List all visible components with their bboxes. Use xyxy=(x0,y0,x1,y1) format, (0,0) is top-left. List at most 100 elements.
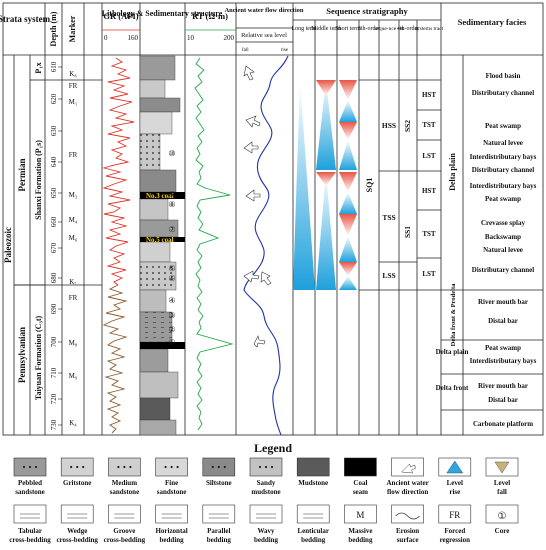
lithology-layer xyxy=(139,348,169,373)
header-sequence: Sequence stratigraphy xyxy=(326,6,408,16)
middle-term-fall xyxy=(316,80,336,186)
header-third-order: 3th-order xyxy=(358,26,380,32)
gr-scale-max: 160 xyxy=(128,34,139,42)
core-icon: ① xyxy=(498,511,507,522)
marker-label: FR xyxy=(69,294,78,302)
depth-tick-label: 690 xyxy=(50,303,58,314)
header-lithology: Lithology & Sedimentary structure xyxy=(102,9,223,18)
legend-swatch xyxy=(485,504,519,524)
legend-dot xyxy=(223,465,226,469)
subfacies-label: River mouth bar xyxy=(478,382,528,390)
legend-dot xyxy=(22,465,26,469)
legend-swatch xyxy=(296,457,330,477)
rt-scale-min: 10 xyxy=(187,34,195,42)
sequence-ss1: SS1 xyxy=(403,226,412,238)
lithology-layer xyxy=(139,79,166,99)
legend-dot xyxy=(117,465,120,469)
sequence-sq1: SQ1 xyxy=(365,178,374,193)
core-marker: ⑦ xyxy=(168,225,175,234)
legend-swatch xyxy=(344,457,377,477)
legend-label: Coal xyxy=(353,479,367,487)
legend-dot xyxy=(28,465,32,469)
legend-dot xyxy=(164,465,167,469)
subfacies-label: Interdistributary bays xyxy=(470,153,537,161)
depth-tick-label: 620 xyxy=(50,93,58,104)
header-strata-system: Strata system xyxy=(0,14,51,24)
strata-pennsylvanian: Pennsylvanian xyxy=(17,327,27,383)
facies-dividers xyxy=(441,55,543,435)
flow-direction-icon xyxy=(401,463,416,474)
legend-label: Fine xyxy=(165,479,178,487)
legend-label: Tabular xyxy=(18,527,42,535)
sea-level-fall: fall xyxy=(242,48,249,53)
legend-label: seam xyxy=(353,488,368,496)
header-flow: Ancient water flow direction xyxy=(224,7,303,14)
depth-tick-label: 660 xyxy=(50,216,58,227)
core-markers: ⑩ ⑨⑧ ⑦ ⑥⑤ ④ ③ ② ① xyxy=(168,149,175,347)
legend-label: Horizontal xyxy=(155,527,187,535)
core-marker: ① xyxy=(168,338,175,347)
tract-hst-1: HST xyxy=(422,91,436,99)
lithology-layer xyxy=(139,311,173,343)
sequence-ss2: SS2 xyxy=(403,120,412,132)
subfacies-label: River mouth bar xyxy=(478,298,528,306)
subfacies-label: Flood basin xyxy=(486,72,521,80)
depth-tick-label: 700 xyxy=(50,336,58,347)
legend-swatch xyxy=(438,504,472,524)
legend-label: flow direction xyxy=(387,488,428,496)
legend-label: Mudstone xyxy=(298,479,328,487)
subfacies-label: Distal bar xyxy=(488,396,518,404)
legend-label: Gritstone xyxy=(63,479,91,487)
lithology-layer xyxy=(139,111,173,135)
lithology-layer xyxy=(139,133,161,171)
marker-label: K₈ xyxy=(69,70,77,78)
rt-scale-max: 200 xyxy=(224,34,235,42)
legend-label: Forced xyxy=(444,527,465,535)
legend-dot xyxy=(82,465,85,469)
legend-label: Level xyxy=(447,479,463,487)
subfacies-label: Distributary channel xyxy=(472,166,534,174)
coal-seams xyxy=(140,192,185,349)
depth-tick-label: 710 xyxy=(50,367,58,378)
lithology-layer xyxy=(139,55,176,81)
legend-label: Ancient water xyxy=(387,479,429,487)
legend-title: Legend xyxy=(254,441,292,455)
depth-tick-label: 720 xyxy=(50,393,58,404)
marker-label: M₉ xyxy=(69,372,78,380)
sequence-lss: LSS xyxy=(382,271,395,280)
legend-label: sandstone xyxy=(15,488,45,496)
subfacies-labels: Flood basin Distributary channel Peat swam… xyxy=(470,72,537,428)
table-frame xyxy=(2,2,544,436)
marker-label: K₇ xyxy=(69,278,77,286)
legend-label: Pebbled xyxy=(18,479,42,487)
strata-taiyuan: Taiyuan Formation (C₃t) xyxy=(34,316,43,401)
sequence-tss: TSS xyxy=(382,213,395,222)
depth-ticks: 610 620 630 640 650 660 670 680 690 700 710 720 730 xyxy=(50,61,62,430)
header-sea-level: Relative sea level xyxy=(241,32,287,39)
legend-label: Erosion xyxy=(396,527,419,535)
lithology-layer xyxy=(139,289,167,313)
legend-dot xyxy=(211,465,214,469)
legend-label: Sandy xyxy=(257,479,276,487)
tract-tst-1: TST xyxy=(422,121,436,129)
legend-label: surface xyxy=(397,536,419,544)
legend-label: bedding xyxy=(207,536,232,544)
depth-tick-label: 650 xyxy=(50,187,58,198)
subfacies-label: Interdistributary bays xyxy=(470,182,537,190)
legend-label: Core xyxy=(495,527,510,535)
subfacies-label: Peat swamp xyxy=(485,195,521,203)
legend-dot xyxy=(176,465,179,469)
core-marker: ② xyxy=(168,325,175,334)
core-marker: ④ xyxy=(168,296,175,305)
header-rt: RT (Ω·m) xyxy=(192,11,228,21)
legend-label: Massive xyxy=(348,527,372,535)
level-fall-icon xyxy=(494,461,510,474)
core-marker: ③ xyxy=(168,311,175,320)
depth-tick-label: 670 xyxy=(50,242,58,253)
marker-label: FR xyxy=(69,82,78,90)
legend-label: cross-bedding xyxy=(56,536,98,544)
legend-label: bedding xyxy=(301,536,326,544)
header-facies: Sedimentary facies xyxy=(458,17,527,27)
marker-label: M₁ xyxy=(69,98,78,106)
